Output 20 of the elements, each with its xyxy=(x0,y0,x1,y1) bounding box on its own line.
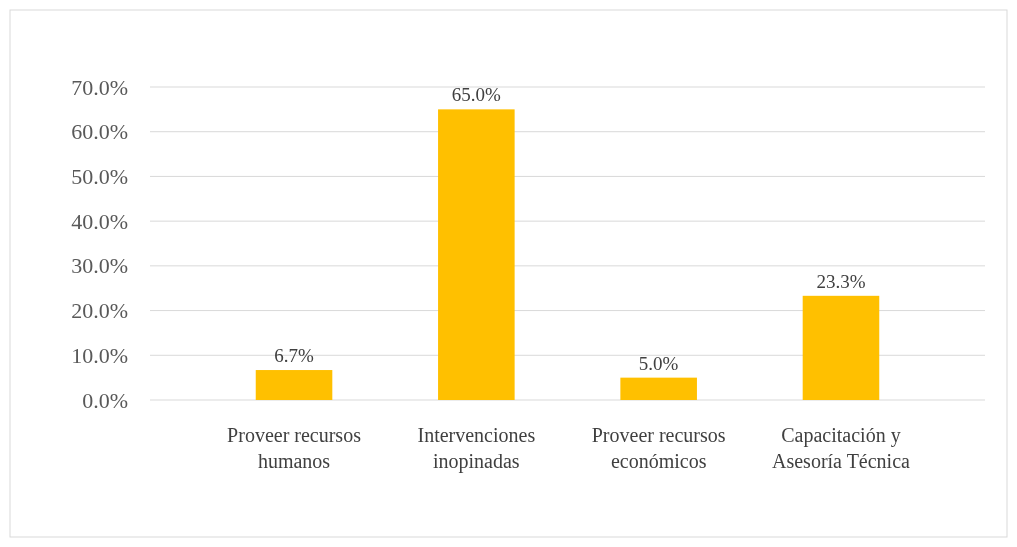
x-tick-label: Proveer recursos económicos xyxy=(591,424,726,472)
y-tick-label: 0.0% xyxy=(82,387,128,413)
bar xyxy=(255,370,333,400)
data-label: 23.3% xyxy=(816,270,866,292)
y-tick-label: 30.0% xyxy=(71,253,128,279)
bar xyxy=(802,295,880,400)
y-tick-label: 10.0% xyxy=(71,342,128,368)
bar xyxy=(620,377,697,400)
bar xyxy=(438,109,515,400)
y-tick-label: 70.0% xyxy=(71,74,128,100)
y-tick-label: 60.0% xyxy=(71,119,128,145)
data-label: 65.0% xyxy=(451,84,502,106)
y-tick-label: 20.0% xyxy=(71,298,128,324)
x-tick-label: Capacitación y Asesoría Técnica xyxy=(772,424,911,472)
y-tick-label: 40.0% xyxy=(71,208,128,234)
data-label: 5.0% xyxy=(638,352,679,374)
x-tick-label: Intervenciones inopinadas xyxy=(417,424,536,473)
y-tick-label: 50.0% xyxy=(71,163,128,189)
x-tick-label: Proveer recursos humanos xyxy=(227,424,362,472)
data-label: 6.7% xyxy=(274,345,314,367)
